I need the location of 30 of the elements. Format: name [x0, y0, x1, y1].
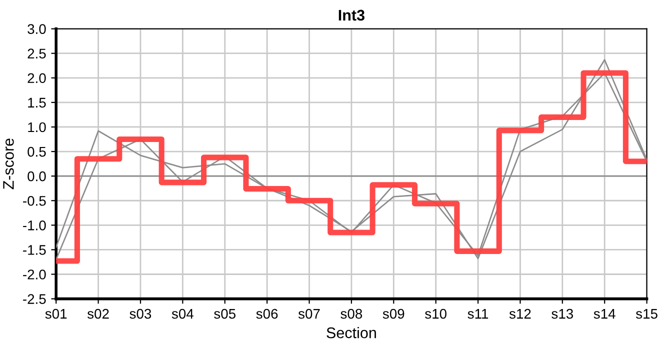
- y-tick-label: -1.5: [23, 245, 46, 255]
- x-tick-label: s02: [87, 308, 109, 319]
- y-tick-label: -1.0: [23, 220, 46, 230]
- x-tick-label: s12: [509, 308, 531, 319]
- x-tick-label: s14: [594, 309, 616, 319]
- x-tick-label: s05: [214, 308, 236, 319]
- y-tick-label: 2.5: [28, 48, 46, 59]
- x-tick-label: s03: [130, 308, 152, 319]
- y-axis-title: Z-score: [3, 138, 14, 190]
- y-tick-label: 3.0: [28, 24, 46, 34]
- y-tick-label: 0.5: [28, 146, 46, 157]
- x-tick-label: s15: [636, 309, 658, 319]
- y-tick-label: -0.5: [23, 196, 46, 206]
- y-tick-label: 1.0: [28, 122, 46, 132]
- x-tick-label: s07: [298, 308, 320, 319]
- y-tick-label: 2.0: [28, 73, 46, 84]
- x-tick-label: s01: [45, 308, 67, 319]
- x-tick-label: s04: [172, 308, 194, 319]
- x-tick-label: s09: [382, 308, 404, 319]
- x-tick-label: s13: [552, 308, 573, 319]
- y-tick-label: 0.0: [28, 171, 46, 182]
- x-tick-label: s06: [256, 308, 278, 319]
- y-tick-label: 1.5: [28, 98, 46, 108]
- y-tick-label: -2.5: [23, 294, 46, 304]
- x-axis-title: Section: [326, 327, 376, 338]
- x-tick-label: s08: [340, 308, 362, 319]
- y-tick-label: -2.0: [23, 270, 46, 280]
- chart-title: Int3: [338, 10, 364, 21]
- x-tick-label: s10: [425, 308, 446, 319]
- x-tick-label: s11: [468, 309, 488, 319]
